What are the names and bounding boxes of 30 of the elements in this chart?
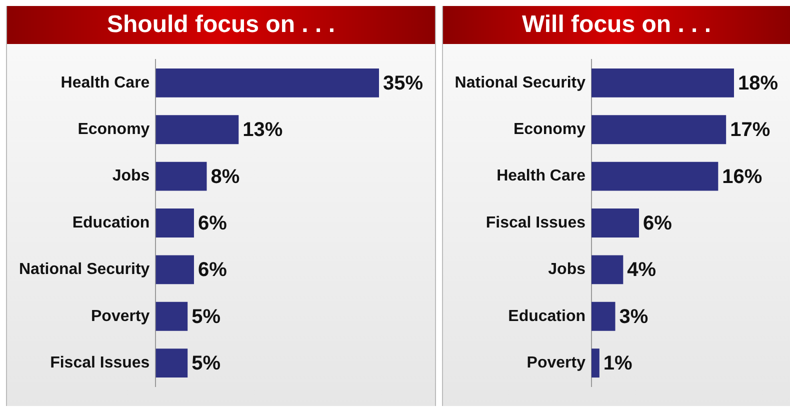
chart-title: Will focus on . . . — [443, 6, 790, 44]
y-tick-label: Fiscal Issues — [486, 214, 586, 232]
data-label: 3% — [619, 306, 648, 328]
y-tick-label: Economy — [513, 121, 586, 138]
y-tick-label: National Security — [454, 74, 586, 92]
data-label: 1% — [603, 352, 633, 375]
data-label: 6% — [198, 259, 228, 282]
data-label: 17% — [730, 119, 770, 142]
y-tick-label: Poverty — [91, 308, 150, 325]
y-tick-label: Jobs — [112, 168, 150, 185]
data-label: 16% — [722, 166, 762, 188]
y-tick-label: Education — [508, 308, 586, 325]
y-tick-label: National Security — [19, 261, 150, 278]
data-label: 6% — [198, 212, 228, 235]
y-tick-label: Education — [72, 214, 150, 232]
data-label: 4% — [627, 259, 656, 282]
y-tick-label: Jobs — [548, 261, 586, 278]
data-label: 5% — [192, 352, 221, 375]
chart-title: Should focus on . . . — [7, 6, 435, 44]
y-tick-label: Health Care — [496, 168, 586, 185]
data-label: 8% — [210, 166, 240, 188]
y-tick-label: Poverty — [526, 354, 586, 372]
data-label: 5% — [192, 306, 221, 328]
y-tick-label: Health Care — [60, 74, 150, 92]
data-label: 13% — [242, 119, 283, 142]
y-tick-label: Fiscal Issues — [50, 354, 150, 372]
data-label: 6% — [643, 212, 672, 235]
data-label: 18% — [738, 72, 778, 94]
data-label: 35% — [383, 72, 424, 94]
y-tick-label: Economy — [78, 121, 150, 138]
